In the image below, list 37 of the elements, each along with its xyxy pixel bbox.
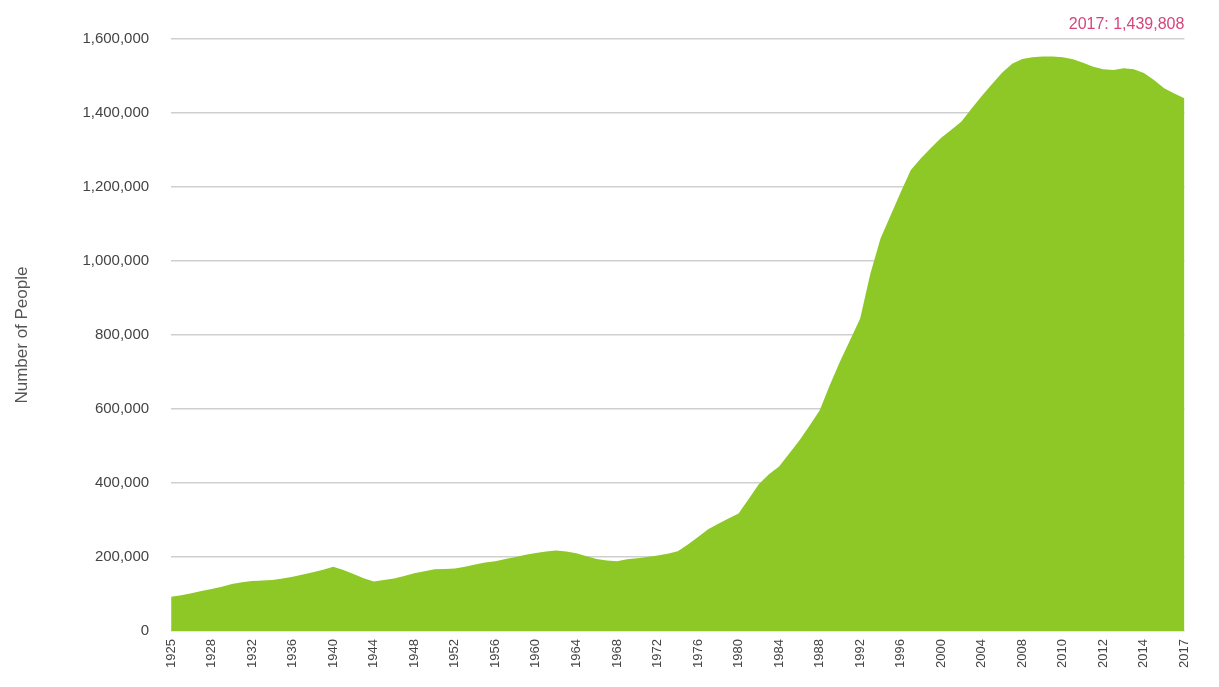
x-tick-label: 2008 — [1013, 639, 1029, 668]
x-tick-label: 1976 — [689, 639, 705, 668]
x-tick-label: 1964 — [568, 639, 584, 668]
y-axis-title: Number of People — [11, 266, 31, 404]
x-tick-label: 2017 — [1175, 639, 1191, 668]
x-tick-label: 1932 — [243, 639, 259, 668]
x-tick-label: 2000 — [932, 639, 948, 668]
x-tick-label: 1972 — [649, 639, 665, 668]
y-tick-label: 1,200,000 — [82, 177, 150, 195]
x-tick-label: 1928 — [203, 639, 219, 668]
y-tick-label: 400,000 — [94, 473, 150, 491]
y-tick-label: 600,000 — [94, 399, 150, 417]
y-tick-label: 0 — [140, 621, 150, 639]
x-tick-label: 1948 — [405, 639, 421, 668]
x-tick-label: 1988 — [811, 639, 827, 668]
x-tick-label: 1956 — [486, 639, 502, 668]
y-tick-label: 1,400,000 — [82, 103, 150, 121]
x-tick-label: 1960 — [527, 639, 543, 668]
x-tick-label: 1980 — [730, 639, 746, 668]
x-tick-label: 1936 — [284, 639, 300, 668]
x-tick-label: 2004 — [973, 639, 989, 668]
x-tick-label: 1992 — [851, 639, 867, 668]
x-tick-label: 2012 — [1094, 639, 1110, 668]
x-tick-label: 2014 — [1135, 639, 1151, 668]
x-tick-label: 1996 — [892, 639, 908, 668]
y-tick-label: 1,000,000 — [82, 251, 150, 269]
x-tick-label: 1952 — [446, 639, 462, 668]
x-tick-label: 1984 — [770, 639, 786, 668]
y-tick-label: 800,000 — [94, 325, 150, 343]
x-tick-label: 1940 — [324, 639, 340, 668]
y-tick-label: 1,600,000 — [82, 29, 150, 47]
x-tick-label: 1968 — [608, 639, 624, 668]
y-tick-label: 200,000 — [94, 547, 150, 565]
x-tick-label: 1925 — [162, 639, 178, 668]
x-tick-label: 1944 — [365, 639, 381, 668]
text: 2017: 1,439,808 — [1068, 15, 1185, 33]
x-tick-label: 2010 — [1054, 639, 1070, 668]
